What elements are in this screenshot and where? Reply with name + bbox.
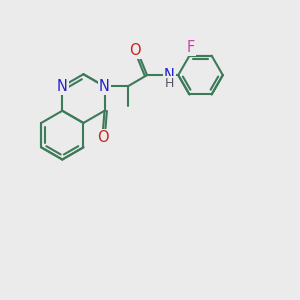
Text: O: O [129,43,141,58]
Text: N: N [164,68,175,82]
Text: N: N [99,79,110,94]
Text: H: H [165,77,175,90]
Text: O: O [97,130,109,145]
Text: N: N [57,79,68,94]
Text: F: F [187,40,195,55]
